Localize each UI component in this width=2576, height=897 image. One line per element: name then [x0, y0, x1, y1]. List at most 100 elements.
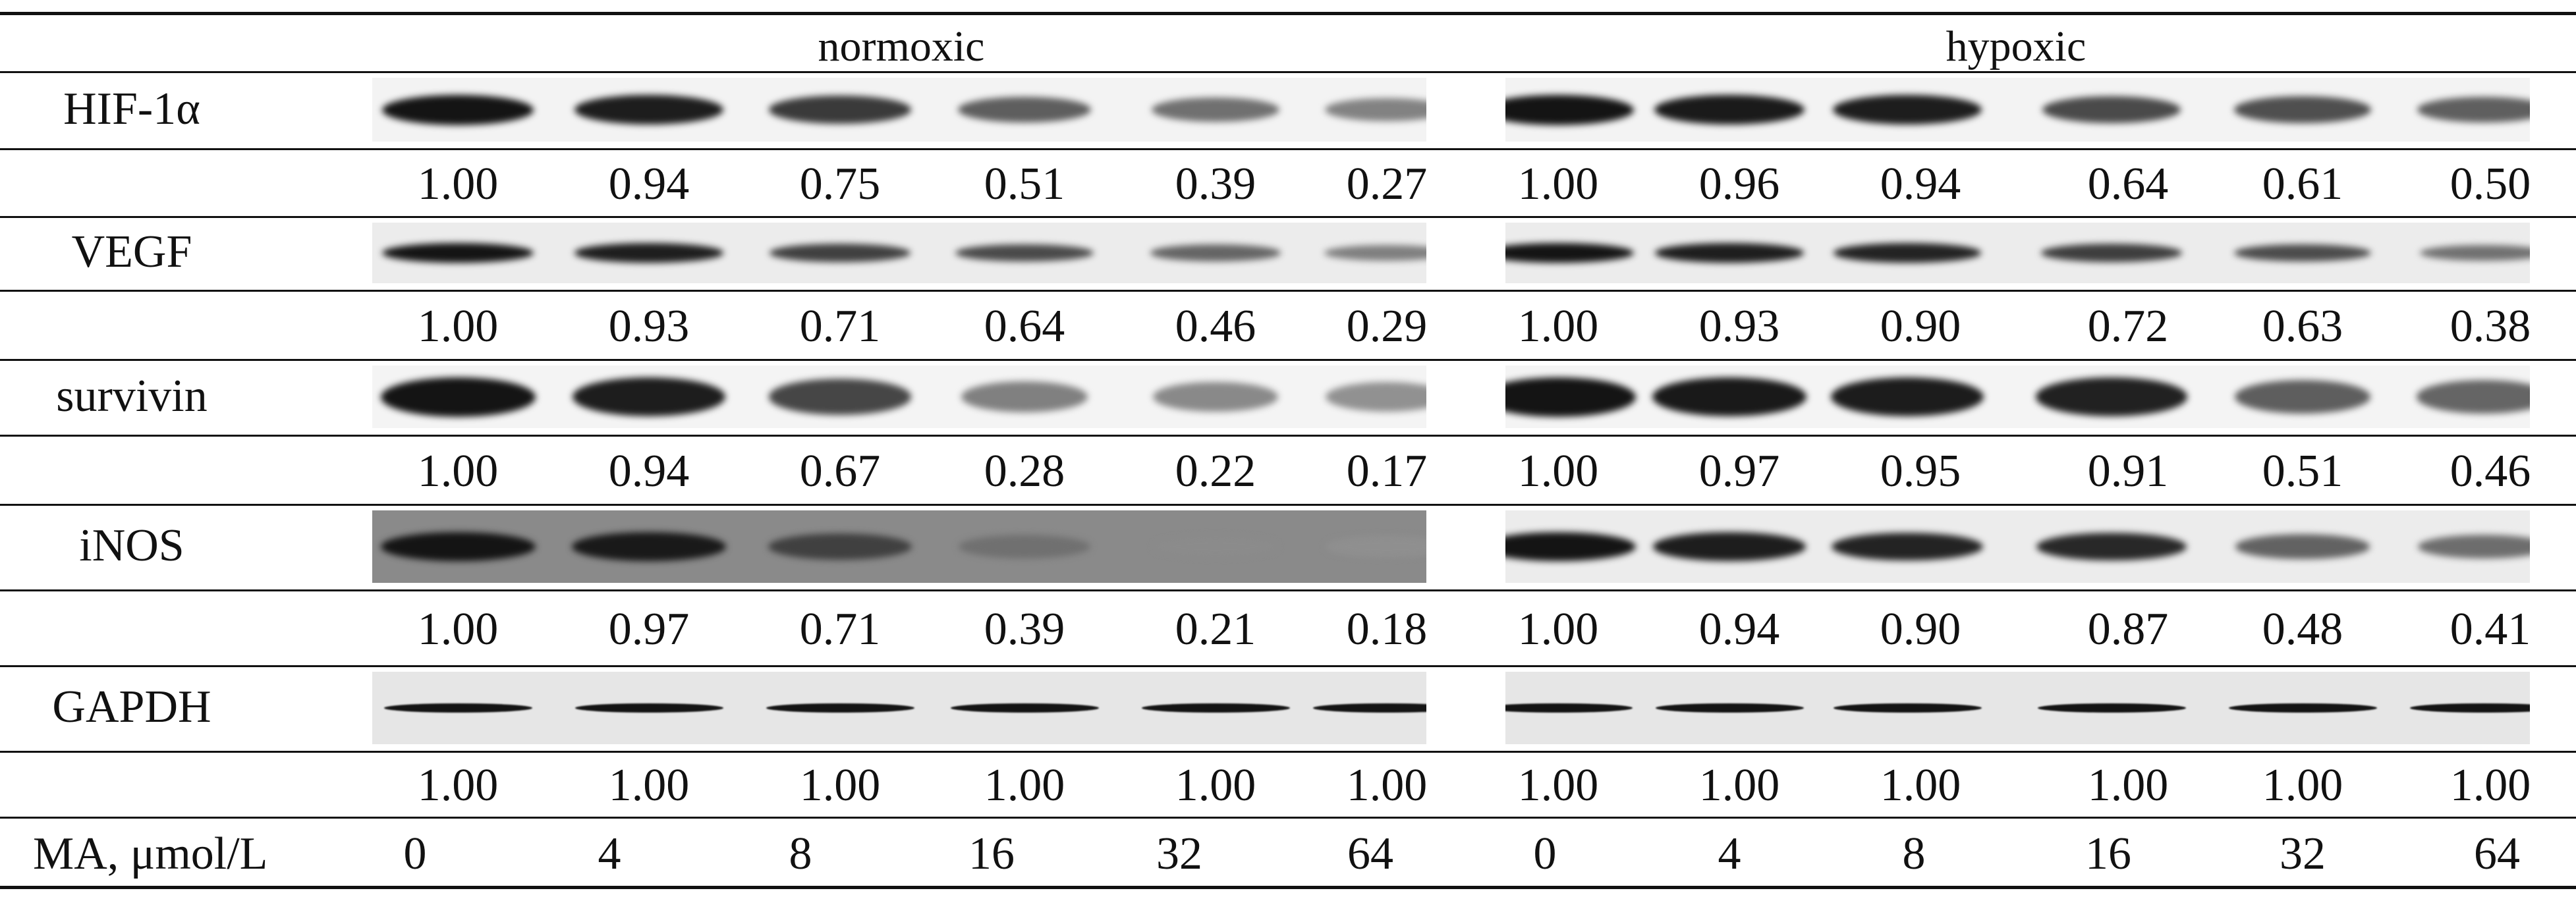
condition-header-hypoxic: hypoxic [1946, 22, 2086, 70]
table-rule [0, 589, 2576, 591]
dose-value: 32 [1156, 829, 1202, 879]
blot-band [1153, 381, 1278, 412]
band-intensity-value: 0.28 [984, 445, 1065, 497]
band-intensity-value: 0.51 [2262, 445, 2343, 497]
band-intensity-value: 0.63 [2262, 300, 2343, 352]
blot-band [1505, 532, 1636, 561]
blot-band [574, 94, 724, 125]
blot-panel-hypoxic [1505, 366, 2530, 428]
blot-band [380, 532, 536, 561]
blot-band [1505, 703, 1633, 713]
band-intensity-value: 0.39 [1175, 158, 1256, 209]
blot-band [950, 703, 1099, 713]
blot-band [2037, 703, 2186, 713]
band-intensity-value: 0.97 [608, 603, 690, 655]
blot-band [2234, 379, 2371, 414]
blot-panel-normoxic [372, 510, 1426, 583]
band-intensity-value: 0.50 [2450, 158, 2531, 209]
blot-band [380, 377, 536, 417]
band-intensity-value: 1.00 [1517, 760, 1599, 811]
blot-band [2419, 244, 2530, 261]
band-intensity-value: 0.61 [2262, 158, 2343, 209]
blot-band [382, 243, 534, 263]
dose-value: 4 [1718, 829, 1741, 879]
band-intensity-value: 1.00 [1346, 760, 1428, 811]
band-intensity-value: 1.00 [1517, 445, 1599, 497]
table-rule [0, 290, 2576, 292]
blot-band [1325, 535, 1426, 558]
table-rule [0, 751, 2576, 753]
blot-band [1324, 97, 1426, 122]
blot-band [961, 381, 1088, 412]
blot-band [1505, 377, 1636, 417]
band-intensity-value: 0.94 [608, 445, 690, 497]
table-rule [0, 359, 2576, 361]
blot-band [574, 243, 723, 263]
protein-label: GAPDH [52, 682, 211, 732]
band-intensity-value: 0.87 [2087, 603, 2169, 655]
blot-panel-normoxic [372, 223, 1426, 283]
band-intensity-value: 0.18 [1346, 603, 1428, 655]
dose-axis-label: MA, μmol/L [33, 829, 268, 879]
blot-panel-normoxic [372, 78, 1426, 142]
dose-value: 32 [2280, 829, 2326, 879]
band-intensity-value: 1.00 [1175, 760, 1256, 811]
band-intensity-value: 0.64 [2087, 158, 2169, 209]
band-intensity-value: 1.00 [1517, 300, 1599, 352]
band-intensity-value: 0.91 [2087, 445, 2169, 497]
table-rule [0, 71, 2576, 73]
band-intensity-value: 0.71 [799, 603, 881, 655]
blot-band [2235, 534, 2370, 559]
dose-value: 0 [403, 829, 427, 879]
blot-band [1833, 703, 1982, 713]
band-intensity-value: 0.38 [2450, 300, 2531, 352]
blot-band [1830, 377, 1984, 417]
blot-band [573, 377, 725, 416]
band-intensity-value: 0.93 [608, 300, 690, 352]
band-intensity-value: 0.75 [799, 158, 881, 209]
protein-label: VEGF [71, 227, 192, 277]
band-intensity-value: 0.93 [1698, 300, 1780, 352]
table-rule [0, 12, 2576, 15]
band-intensity-value: 0.64 [984, 300, 1065, 352]
table-rule [0, 216, 2576, 218]
blot-band [2041, 244, 2182, 262]
band-intensity-value: 0.17 [1346, 445, 1428, 497]
blot-band [2417, 534, 2530, 559]
band-intensity-value: 0.46 [2450, 445, 2531, 497]
band-intensity-value: 1.00 [1517, 603, 1599, 655]
blot-panel-hypoxic [1505, 78, 2530, 142]
blot-band [1505, 243, 1634, 263]
blot-band [769, 95, 911, 124]
blot-band [382, 94, 534, 125]
table-rule [0, 817, 2576, 819]
blot-band [1654, 94, 1805, 125]
blot-panel-normoxic [372, 672, 1426, 744]
band-intensity-value: 1.00 [417, 445, 499, 497]
table-rule [0, 886, 2576, 889]
band-intensity-value: 1.00 [1517, 158, 1599, 209]
band-intensity-value: 0.95 [1880, 445, 1961, 497]
band-intensity-value: 1.00 [417, 760, 499, 811]
blot-panel-hypoxic [1505, 223, 2530, 283]
table-rule [0, 435, 2576, 437]
protein-label: survivin [56, 370, 208, 421]
blot-band [2036, 532, 2187, 561]
dose-value: 4 [598, 829, 621, 879]
blot-band [770, 244, 910, 262]
blot-band [1655, 703, 1804, 713]
blot-band [2233, 244, 2372, 262]
blot-band [572, 532, 726, 561]
protein-label: HIF-1α [63, 83, 200, 134]
band-intensity-value: 1.00 [608, 760, 690, 811]
blot-band [1151, 97, 1280, 122]
band-intensity-value: 1.00 [417, 158, 499, 209]
table-rule [0, 665, 2576, 667]
band-intensity-value: 1.00 [799, 760, 881, 811]
blot-panel-hypoxic [1505, 672, 2530, 744]
band-intensity-value: 1.00 [417, 300, 499, 352]
blot-band [768, 533, 912, 560]
blot-band [2417, 380, 2530, 414]
band-intensity-value: 0.21 [1175, 603, 1256, 655]
